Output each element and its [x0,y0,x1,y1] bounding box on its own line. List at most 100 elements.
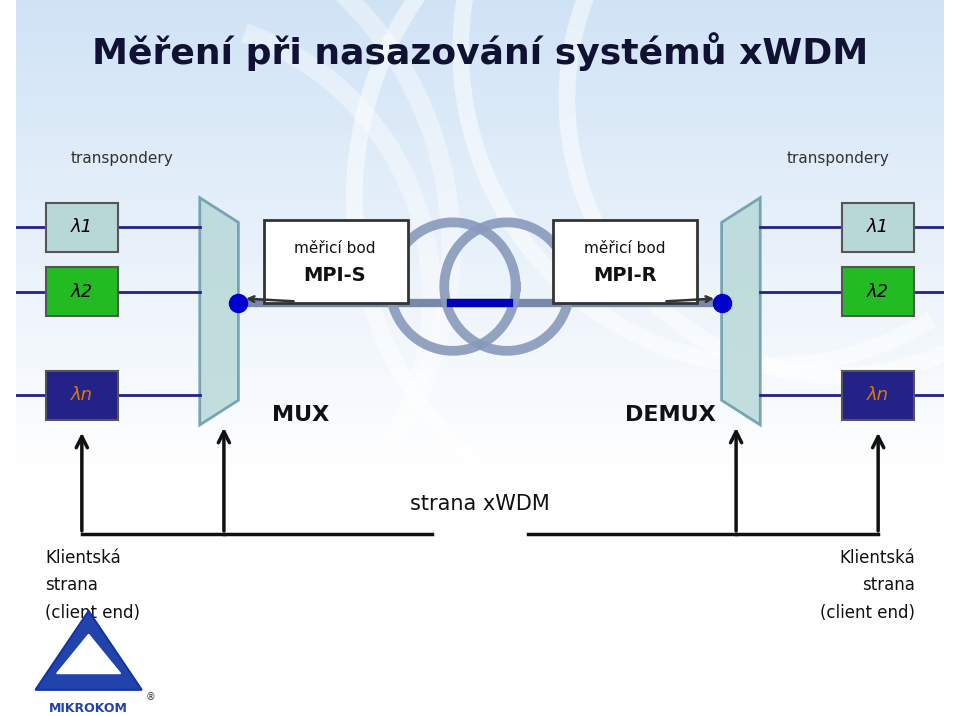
Text: měřicí bod: měřicí bod [295,241,375,256]
Bar [16,230,944,239]
Bar [16,195,944,203]
Bar [16,619,944,628]
Bar [16,309,944,319]
Bar [16,407,944,416]
Bar [16,221,944,230]
Bar [16,292,944,301]
FancyBboxPatch shape [46,371,117,420]
Bar [16,425,944,433]
Polygon shape [36,611,142,690]
Bar [16,416,944,425]
Bar [16,327,944,336]
Text: MPI-R: MPI-R [593,266,657,285]
Bar [16,628,944,637]
Text: MIKROKOM: MIKROKOM [49,702,128,715]
Bar [16,398,944,407]
Text: λn: λn [71,387,93,405]
Bar [16,548,944,557]
Text: λ2: λ2 [867,283,889,301]
Bar [16,601,944,610]
Text: strana xWDM: strana xWDM [410,494,550,514]
Bar [16,469,944,478]
Polygon shape [57,634,121,674]
Bar [16,672,944,681]
Bar [16,478,944,486]
Bar [16,203,944,212]
Bar [16,301,944,309]
Bar [16,699,944,707]
Bar [16,531,944,540]
Bar [16,690,944,699]
Text: λn: λn [867,387,889,405]
Polygon shape [200,198,238,425]
Bar [16,124,944,132]
Bar [16,26,944,35]
Bar [16,495,944,504]
Bar [16,433,944,442]
Bar [16,380,944,390]
Bar [16,142,944,150]
Bar [16,9,944,18]
Bar [16,106,944,115]
Bar [16,283,944,292]
Bar [16,584,944,593]
Bar [16,319,944,327]
Bar [16,566,944,575]
FancyBboxPatch shape [843,267,914,316]
Bar [16,97,944,106]
Text: λ1: λ1 [867,218,889,236]
Bar [16,513,944,522]
Bar [16,185,944,195]
Bar [16,336,944,345]
Bar [16,664,944,672]
Bar [16,610,944,619]
Bar [16,18,944,26]
Text: λ2: λ2 [71,283,93,301]
Bar [16,345,944,354]
Text: DEMUX: DEMUX [625,405,716,425]
Bar [16,540,944,548]
Text: transpondery: transpondery [786,150,889,165]
FancyBboxPatch shape [264,221,407,304]
FancyBboxPatch shape [46,203,117,252]
Bar [16,654,944,664]
Bar [16,248,944,256]
Bar [16,168,944,177]
FancyBboxPatch shape [46,267,117,316]
Bar [16,256,944,266]
Text: Měření při nasazování systémů xWDM: Měření při nasazování systémů xWDM [92,32,868,71]
Bar [16,451,944,460]
Bar [16,150,944,159]
Bar [16,646,944,654]
Bar [16,35,944,44]
Bar [16,266,944,274]
Bar [16,442,944,451]
Bar [16,390,944,398]
Bar [16,504,944,513]
Bar [16,89,944,97]
Bar [16,71,944,79]
Bar [16,522,944,531]
Bar [16,0,944,9]
Bar [16,486,944,495]
Text: Klientská
strana
(client end): Klientská strana (client end) [820,548,915,622]
Bar [16,354,944,363]
Text: λ1: λ1 [71,218,93,236]
Bar [16,159,944,168]
Bar [16,274,944,283]
Bar [16,79,944,89]
Text: transpondery: transpondery [71,150,174,165]
Bar [16,177,944,185]
Bar [16,363,944,372]
Polygon shape [722,198,760,425]
Bar [16,239,944,248]
Bar [16,575,944,584]
Text: MUX: MUX [273,405,329,425]
Bar [16,557,944,566]
Bar [16,212,944,221]
Bar [16,372,944,380]
FancyBboxPatch shape [843,371,914,420]
Bar [16,593,944,601]
FancyBboxPatch shape [554,221,698,304]
Bar [16,115,944,124]
